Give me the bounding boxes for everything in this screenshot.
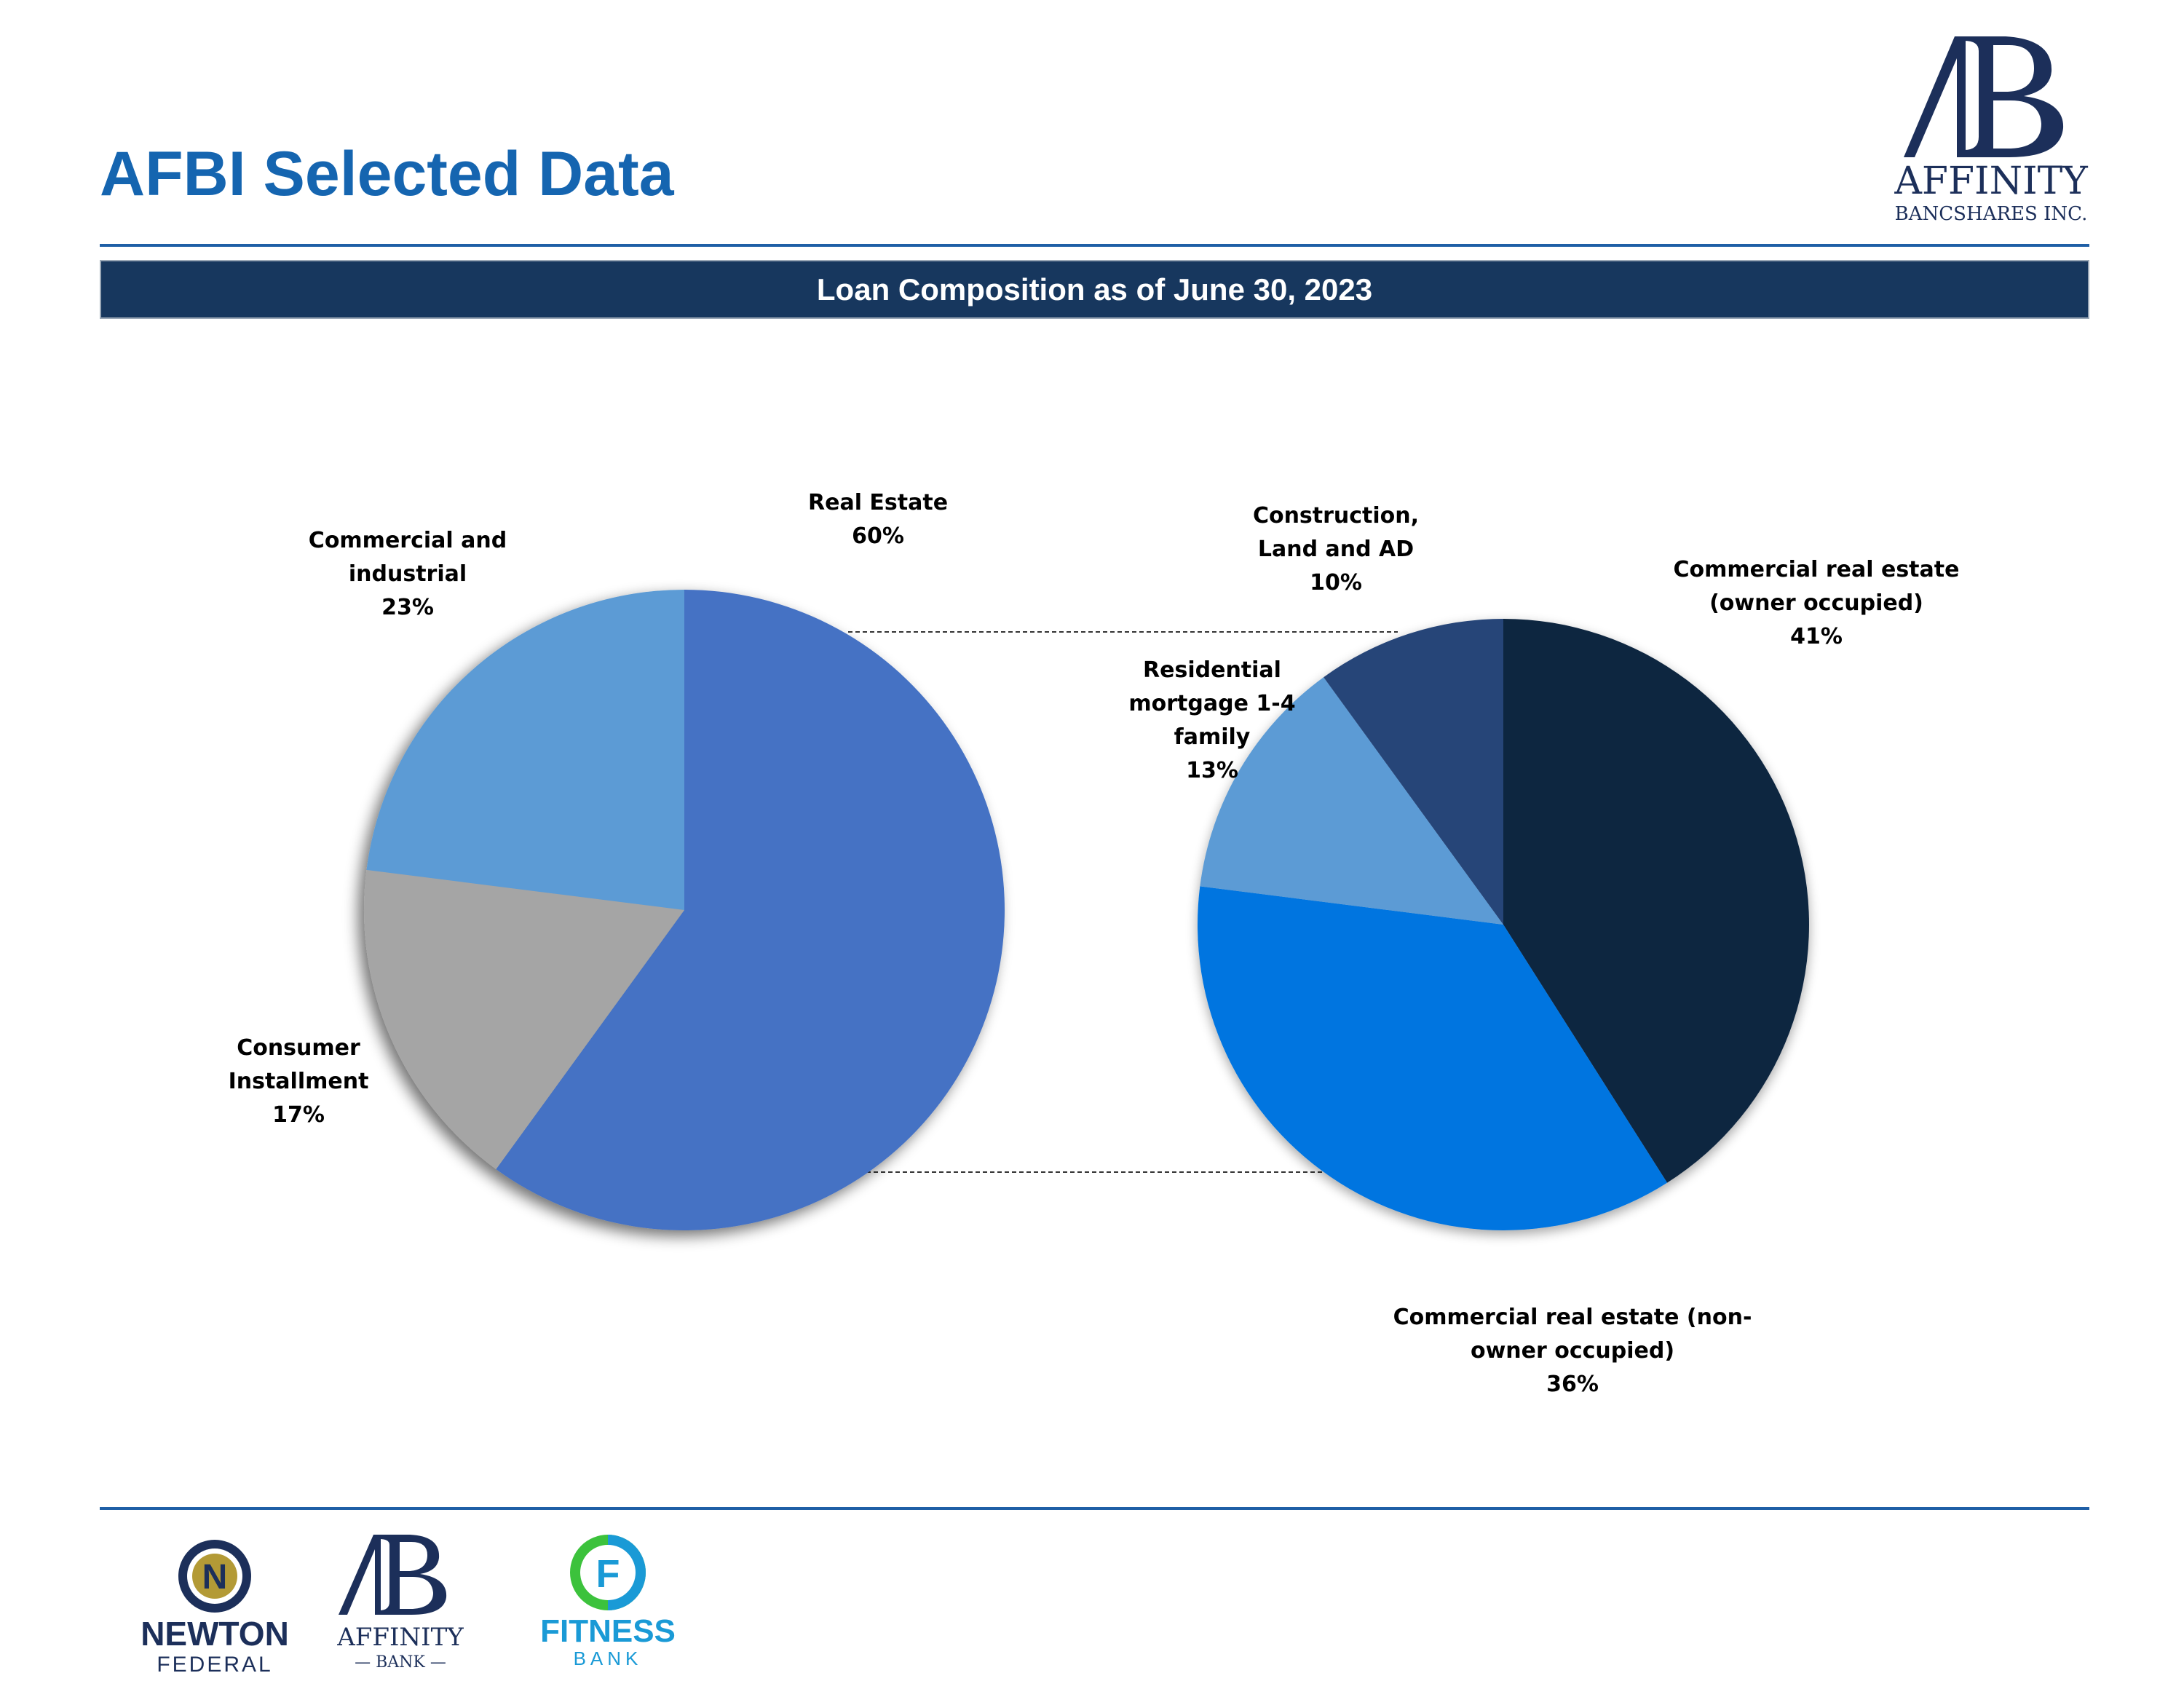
pie2-slice-3 — [1324, 619, 1503, 925]
pie1-slice-1 — [363, 869, 684, 1169]
label-cre-owner: Commercial real estate (owner occupied) 4… — [1673, 557, 1960, 649]
svg-text:AFFINITY: AFFINITY — [1894, 159, 2088, 203]
label-real-estate: Real Estate 60% — [808, 490, 949, 549]
svg-text:NEWTON: NEWTON — [141, 1615, 289, 1653]
svg-text:BANK: BANK — [574, 1648, 643, 1669]
affinity-bank-logo: AFFINITY — BANK — — [331, 1529, 477, 1682]
svg-text:BANCSHARES INC.: BANCSHARES INC. — [1895, 203, 2088, 225]
label-commercial-industrial: Commercial and industrial 23% — [308, 528, 507, 620]
svg-text:N: N — [202, 1558, 228, 1597]
header-rule — [100, 244, 2089, 247]
pie1-slice-0 — [496, 590, 1005, 1230]
page-title: AFBI Selected Data — [100, 139, 674, 209]
footer-rule — [100, 1507, 2089, 1510]
svg-text:FEDERAL: FEDERAL — [157, 1653, 272, 1677]
pie2-slice-0 — [1503, 619, 1810, 1183]
newton-federal-logo: N NEWTON FEDERAL — [124, 1529, 306, 1682]
svg-text:FITNESS: FITNESS — [540, 1613, 676, 1649]
pie2-slice-1 — [1198, 886, 1668, 1230]
label-cre-non-owner: Commercial real estate (non-owner occupi… — [1393, 1305, 1752, 1397]
affinity-bancshares-logo: AFFINITY BANCSHARES INC. — [1886, 29, 2097, 240]
label-consumer-installment: Consumer Installment 17% — [228, 1035, 369, 1128]
label-construction: Construction, Land and AD 10% — [1252, 503, 1420, 596]
pie1-slice-2 — [366, 590, 684, 910]
pie2-slice-2 — [1200, 677, 1503, 925]
label-residential: Residential mortgage 1-4 family 13% — [1128, 657, 1296, 783]
chart-banner: Loan Composition as of June 30, 2023 — [100, 260, 2089, 319]
svg-text:F: F — [596, 1552, 620, 1596]
pie-real-estate-breakdown — [1198, 619, 1810, 1230]
svg-text:— BANK —: — BANK — — [355, 1653, 446, 1672]
svg-text:AFFINITY: AFFINITY — [336, 1623, 464, 1652]
fitness-bank-logo: F FITNESS BANK — [531, 1525, 692, 1685]
pie-loan-type — [363, 590, 1005, 1230]
